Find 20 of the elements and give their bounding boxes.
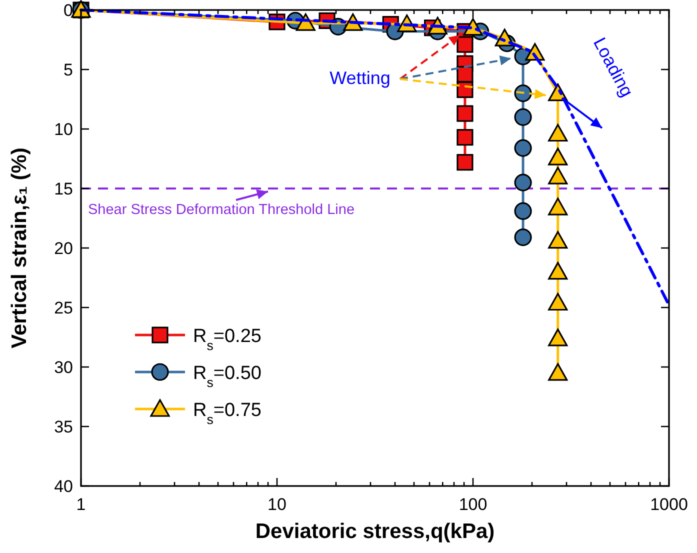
y-tick-label: 40 bbox=[54, 477, 73, 496]
y-tick-label: 0 bbox=[64, 1, 73, 20]
y-axis-title: Vertical strain,ε₁ (%) bbox=[8, 148, 31, 348]
y-tick-label: 30 bbox=[54, 358, 73, 377]
x-tick-label: 100 bbox=[458, 495, 488, 514]
legend-label: R$_{s}$=0.50 bbox=[193, 363, 262, 390]
y-tick-label: 10 bbox=[54, 120, 73, 139]
x-axis-title: Deviatoric stress,q(kPa) bbox=[255, 520, 495, 543]
x-tick-label: 1000 bbox=[650, 495, 688, 514]
y-tick-label: 15 bbox=[54, 180, 73, 198]
annotation: Wetting bbox=[330, 68, 390, 88]
y-tick-label: 25 bbox=[54, 298, 73, 318]
y-tick-label: 5 bbox=[64, 60, 73, 80]
x-tick-label: 10 bbox=[268, 495, 286, 514]
y-tick-label: 20 bbox=[54, 239, 73, 258]
ref-line-label: Shear Stress Deformation Threshold Line bbox=[88, 202, 355, 218]
y-tick-label: 35 bbox=[54, 418, 73, 436]
legend-label: R$_{s}$=0.25 bbox=[193, 326, 262, 352]
x-tick-label: 1 bbox=[76, 495, 86, 514]
legend-label: R$_{s}$=0.75 bbox=[193, 400, 262, 426]
